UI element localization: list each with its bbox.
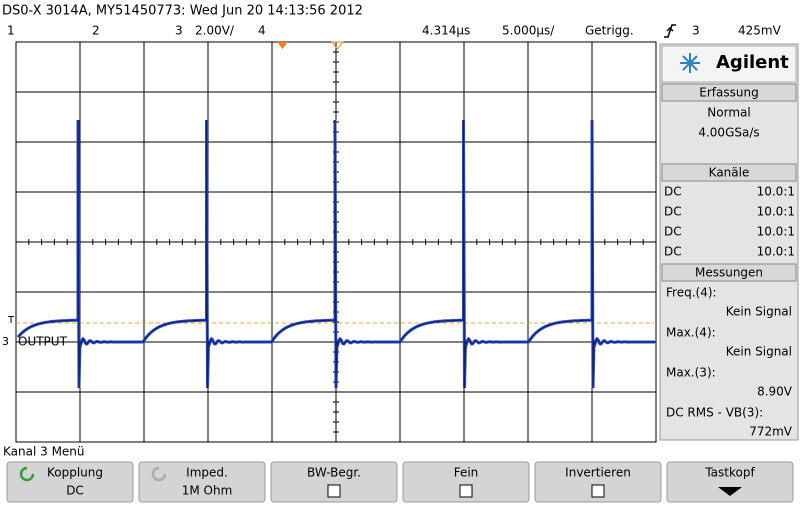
section-title: Kanäle <box>709 166 750 180</box>
measurement-value: 8.90V <box>757 385 793 399</box>
logo-star <box>689 62 698 71</box>
measurement-label: Max.(4): <box>666 326 716 340</box>
sample-rate: 4.00GSa/s <box>698 126 759 140</box>
softkey-label: BW-Begr. <box>307 466 361 480</box>
softkey-value: 1M Ohm <box>182 484 233 498</box>
probe-ratio: 10.0:1 <box>757 245 795 259</box>
measurement-value: 772mV <box>749 425 793 439</box>
trigger-position-marker <box>277 42 288 49</box>
softkey[interactable] <box>6 461 134 503</box>
delay: 4.314µs <box>422 24 470 38</box>
measurement-value: Kein Signal <box>726 345 792 359</box>
probe-ratio: 10.0:1 <box>757 205 795 219</box>
softkey[interactable] <box>270 461 398 503</box>
softkey[interactable] <box>402 461 530 503</box>
softkey-label: Invertieren <box>565 466 631 480</box>
menu-title: Kanal 3 Menü <box>3 445 85 459</box>
channel-coupling: DC <box>664 205 682 219</box>
softkey-label: Fein <box>454 466 479 480</box>
channel-coupling: DC <box>664 245 682 259</box>
softkey[interactable] <box>138 461 266 503</box>
channel-scale: 2.00V/ <box>195 24 235 38</box>
trigger-marker: T <box>7 315 15 326</box>
softkey-label: Tastkopf <box>704 466 755 480</box>
side-panel <box>659 43 799 441</box>
probe-ratio: 10.0:1 <box>757 225 795 239</box>
section-header <box>661 83 797 102</box>
checkbox <box>591 484 605 498</box>
down-arrow <box>718 487 742 496</box>
trace-label: OUTPUT <box>18 335 68 349</box>
softkey-label: Imped. <box>186 466 228 480</box>
timebase: 5.000µs/ <box>502 24 555 38</box>
brand: Agilent <box>716 52 789 73</box>
logo-star <box>689 55 698 64</box>
channel-number: 1 <box>7 24 15 38</box>
channel-number: 3 <box>175 24 183 38</box>
waveform-core <box>17 119 655 389</box>
measurement-value: Kein Signal <box>726 305 792 319</box>
channel-number: 4 <box>258 24 266 38</box>
rotate-icon <box>151 466 167 482</box>
channel-marker: 3 <box>2 335 9 348</box>
rotate-icon <box>19 466 35 482</box>
section-title: Erfassung <box>699 86 758 100</box>
trigger-state: Getrigg. <box>585 24 634 38</box>
softkey[interactable] <box>666 461 794 503</box>
checkbox <box>327 484 341 498</box>
title: DS0-X 3014A, MY51450773: Wed Jun 20 14:1… <box>2 4 363 19</box>
measurement-label: DC RMS - VB(3): <box>666 406 763 420</box>
section-title: Messungen <box>695 266 763 280</box>
logo-star <box>682 55 691 64</box>
measurement-label: Freq.(4): <box>666 286 717 300</box>
channel-coupling: DC <box>664 225 682 239</box>
logo-star <box>682 62 691 71</box>
channel-number: 2 <box>92 24 100 38</box>
trigger-source: 3 <box>692 24 700 38</box>
softkey-value: DC <box>66 484 84 498</box>
measurement-label: Max.(3): <box>666 366 716 380</box>
softkey[interactable] <box>534 461 662 503</box>
section-header <box>661 163 797 182</box>
channel-coupling: DC <box>664 185 682 199</box>
checkbox <box>459 484 473 498</box>
acquisition-mode: Normal <box>707 106 750 120</box>
probe-ratio: 10.0:1 <box>757 185 795 199</box>
softkey-label: Kopplung <box>47 466 103 480</box>
trigger-level: 425mV <box>738 24 782 38</box>
section-header <box>661 263 797 282</box>
delay-marker <box>330 41 345 50</box>
trigger-edge-icon <box>664 24 676 38</box>
